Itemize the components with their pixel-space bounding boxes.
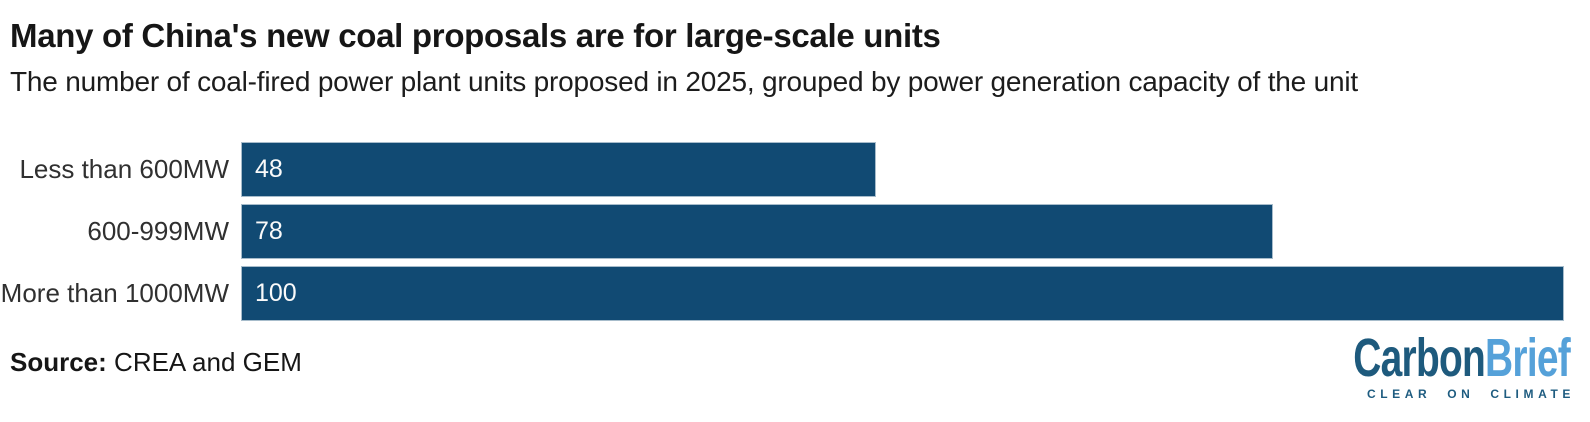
category-label: More than 1000MW bbox=[0, 278, 229, 308]
bar-chart: Less than 600MW 48 600-999MW 78 More tha… bbox=[0, 142, 1590, 328]
category-label: 600-999MW bbox=[87, 216, 229, 246]
bar: 78 bbox=[241, 204, 1273, 259]
bar-value-label: 100 bbox=[255, 279, 297, 307]
logo-tagline: CLEAR ON CLIMATE bbox=[1366, 387, 1575, 401]
bar-track: 48 bbox=[241, 142, 1564, 197]
bar-row: More than 1000MW 100 bbox=[0, 266, 1590, 321]
bar-row: Less than 600MW 48 bbox=[0, 142, 1590, 197]
bar-value-label: 78 bbox=[255, 217, 283, 245]
bar-row: 600-999MW 78 bbox=[0, 204, 1590, 259]
source-label: Source: bbox=[10, 347, 107, 377]
bar-track: 100 bbox=[241, 266, 1564, 321]
logo-word-brief: Brief bbox=[1485, 328, 1571, 388]
bar-value-label: 48 bbox=[255, 155, 283, 183]
bar: 100 bbox=[241, 266, 1564, 321]
carbonbrief-logo-wordmark: CarbonBrief bbox=[1353, 331, 1570, 385]
carbonbrief-logo: CarbonBrief CLEAR ON CLIMATE bbox=[1269, 331, 1570, 401]
source-text: CREA and GEM bbox=[106, 347, 302, 377]
chart-subtitle: The number of coal-fired power plant uni… bbox=[10, 66, 1358, 97]
source-line: Source: CREA and GEM bbox=[10, 347, 302, 378]
bar: 48 bbox=[241, 142, 877, 197]
chart-title: Many of China's new coal proposals are f… bbox=[10, 17, 941, 54]
category-label: Less than 600MW bbox=[19, 154, 229, 184]
bar-track: 78 bbox=[241, 204, 1564, 259]
logo-word-carbon: Carbon bbox=[1353, 328, 1486, 388]
